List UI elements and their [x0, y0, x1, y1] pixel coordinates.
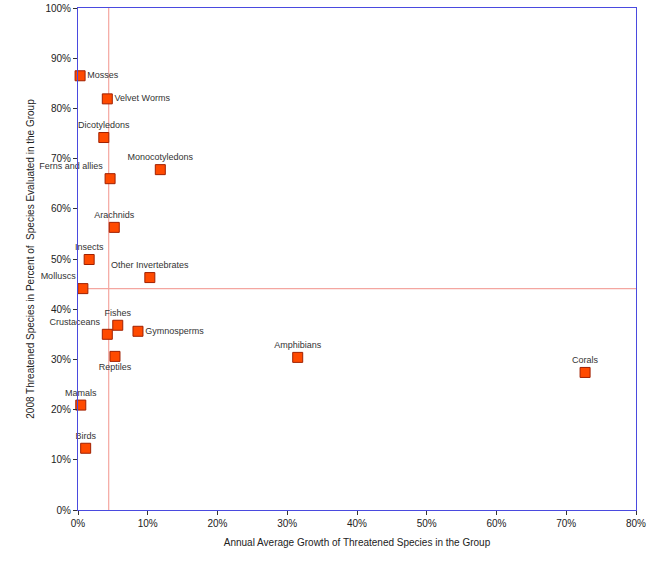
svg-text:Dicotyledons: Dicotyledons [78, 120, 130, 130]
svg-text:Monocotyledons: Monocotyledons [128, 152, 194, 162]
svg-text:60%: 60% [486, 518, 506, 529]
svg-text:50%: 50% [51, 254, 71, 265]
svg-text:40%: 40% [51, 304, 71, 315]
svg-text:Molluscs: Molluscs [41, 271, 77, 281]
svg-text:90%: 90% [51, 53, 71, 64]
svg-text:0%: 0% [71, 518, 86, 529]
svg-text:60%: 60% [51, 203, 71, 214]
svg-text:Reptiles: Reptiles [99, 362, 132, 372]
svg-text:Ferns and allies: Ferns and allies [39, 161, 103, 171]
svg-text:Crustaceans: Crustaceans [50, 317, 101, 327]
svg-text:Annual Average Growth of Threa: Annual Average Growth of Threatened Spec… [224, 537, 491, 548]
svg-text:Fishes: Fishes [105, 308, 132, 318]
svg-text:Birds: Birds [75, 431, 96, 441]
svg-text:50%: 50% [417, 518, 437, 529]
svg-text:100%: 100% [45, 3, 71, 14]
svg-text:20%: 20% [207, 518, 227, 529]
svg-text:Arachnids: Arachnids [94, 210, 135, 220]
svg-text:Gymnosperms: Gymnosperms [145, 326, 204, 336]
svg-text:10%: 10% [138, 518, 158, 529]
svg-text:Mosses: Mosses [87, 70, 119, 80]
svg-text:2008 Threatened Species in Per: 2008 Threatened Species in Percent of Sp… [25, 99, 36, 419]
svg-text:80%: 80% [51, 103, 71, 114]
svg-text:30%: 30% [51, 354, 71, 365]
svg-text:40%: 40% [347, 518, 367, 529]
svg-text:20%: 20% [51, 404, 71, 415]
svg-text:Insects: Insects [75, 242, 104, 252]
svg-text:Other Invertebrates: Other Invertebrates [111, 260, 189, 270]
svg-text:0%: 0% [57, 505, 72, 516]
svg-text:70%: 70% [556, 518, 576, 529]
svg-text:Corals: Corals [572, 355, 599, 365]
svg-text:30%: 30% [277, 518, 297, 529]
svg-text:80%: 80% [626, 518, 646, 529]
svg-text:Mamals: Mamals [65, 388, 97, 398]
svg-text:Velvet Worms: Velvet Worms [115, 93, 171, 103]
svg-text:10%: 10% [51, 454, 71, 465]
svg-text:Amphibians: Amphibians [274, 340, 322, 350]
svg-text:70%: 70% [51, 153, 71, 164]
